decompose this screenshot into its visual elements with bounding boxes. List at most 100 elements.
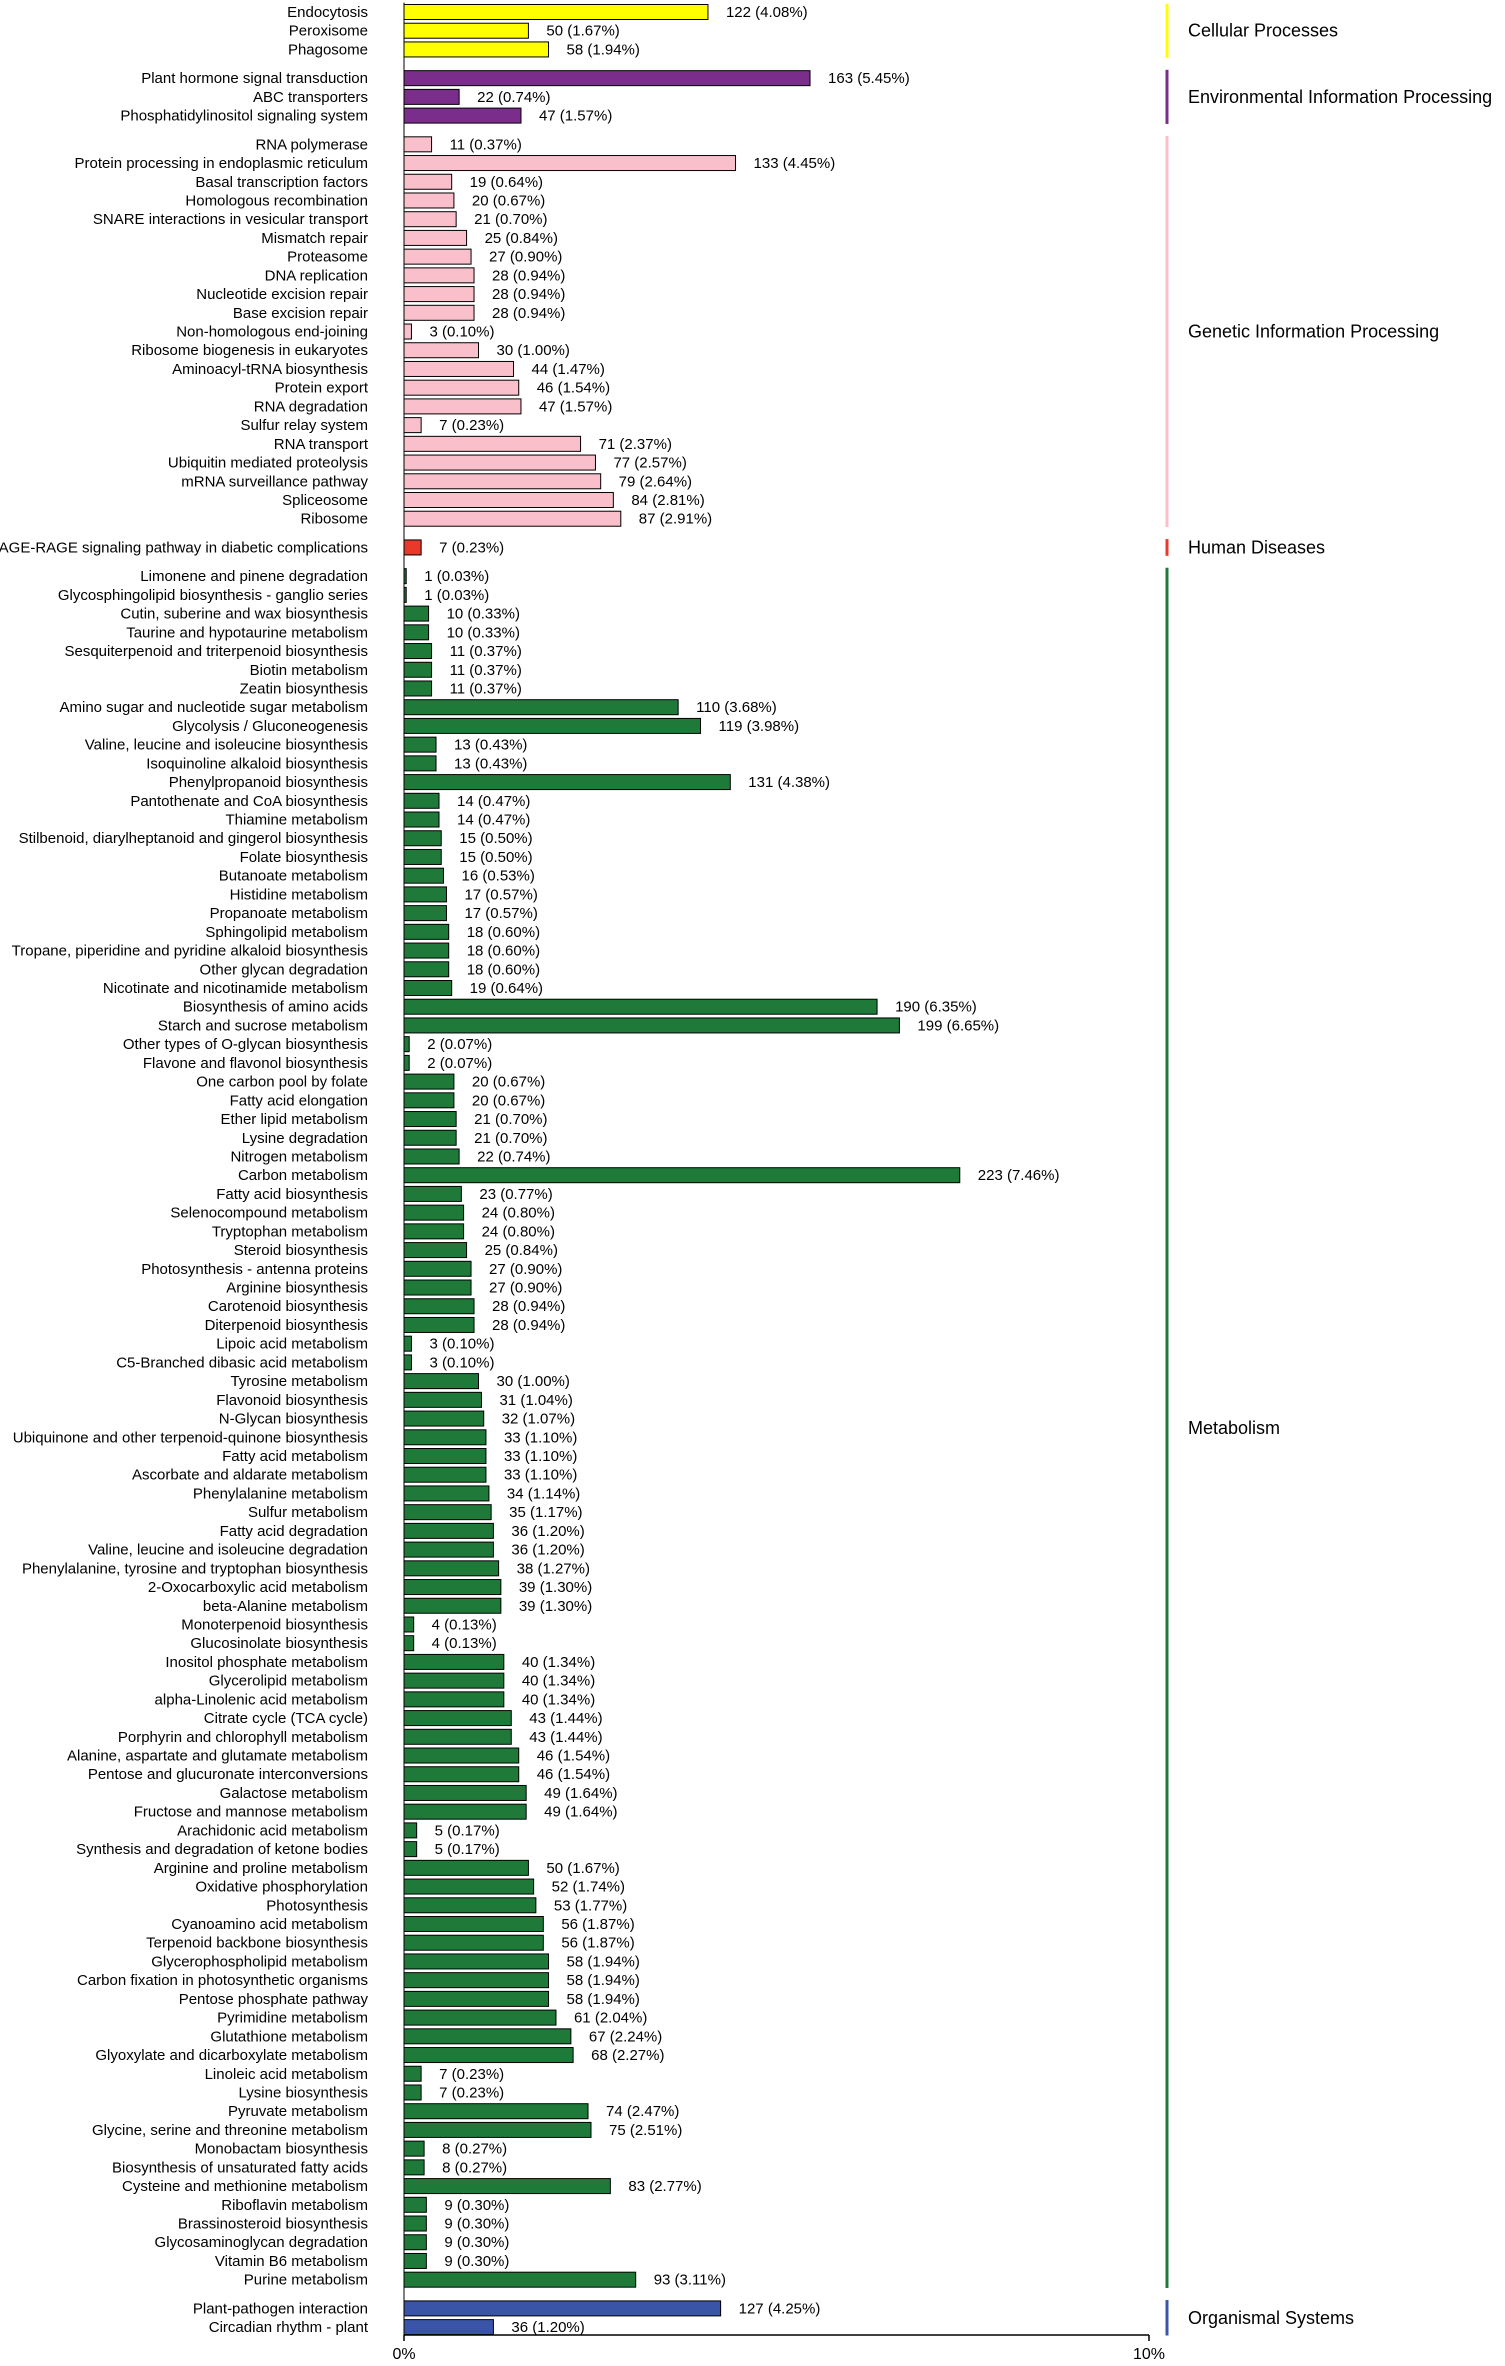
category-label: Vitamin B6 metabolism	[215, 2253, 368, 2270]
value-label: 34 (1.14%)	[507, 1485, 580, 1502]
group-organismal-systems: Plant-pathogen interaction 127 (4.25%) Cir…	[193, 2300, 1354, 2336]
bar	[403, 435, 582, 452]
value-label: 31 (1.04%)	[499, 1392, 572, 1409]
value-label: 8 (0.27%)	[442, 2159, 507, 2176]
value-label: 9 (0.30%)	[444, 2216, 509, 2233]
bar	[403, 2065, 422, 2082]
category-label: Pyruvate metabolism	[228, 2103, 368, 2120]
value-label: 50 (1.67%)	[546, 1860, 619, 1877]
category-label: Tropane, piperidine and pyridine alkaloi…	[12, 943, 368, 960]
value-label: 58 (1.94%)	[567, 1972, 640, 1989]
bar	[403, 717, 702, 734]
value-label: 77 (2.57%)	[613, 455, 686, 472]
category-label: RNA degradation	[254, 398, 368, 415]
value-label: 190 (6.35%)	[895, 999, 977, 1016]
bar	[403, 2252, 427, 2269]
value-label: 27 (0.90%)	[489, 249, 562, 266]
bar	[403, 1672, 505, 1689]
category-label: Arginine and proline metabolism	[154, 1860, 368, 1877]
bar	[403, 1766, 520, 1783]
bar	[403, 1522, 494, 1539]
category-label: Propanoate metabolism	[210, 905, 368, 922]
bar	[403, 286, 475, 303]
value-label: 44 (1.47%)	[532, 361, 605, 378]
value-label: 1 (0.03%)	[424, 568, 489, 585]
value-label: 21 (0.70%)	[474, 1111, 547, 1128]
value-label: 22 (0.74%)	[477, 89, 550, 106]
category-label: mRNA surveillance pathway	[181, 473, 368, 490]
category-label: Ubiquinone and other terpenoid-quinone b…	[13, 1429, 368, 1446]
value-label: 36 (1.20%)	[511, 1523, 584, 1540]
value-label: 17 (0.57%)	[464, 905, 537, 922]
category-label: Galactose metabolism	[220, 1785, 368, 1802]
category-label: Nucleotide excision repair	[196, 286, 368, 303]
category-label: Sulfur relay system	[240, 417, 368, 434]
category-label: Non-homologous end-joining	[176, 324, 368, 341]
value-label: 84 (2.81%)	[631, 492, 704, 509]
category-label: Mismatch repair	[261, 230, 368, 247]
value-label: 122 (4.08%)	[726, 4, 808, 21]
value-label: 2 (0.07%)	[427, 1055, 492, 1072]
category-label: Phenylpropanoid biosynthesis	[169, 774, 368, 791]
value-label: 50 (1.67%)	[546, 23, 619, 40]
category-label: Arachidonic acid metabolism	[177, 1822, 368, 1839]
value-label: 14 (0.47%)	[457, 812, 530, 829]
value-label: 10 (0.33%)	[447, 606, 520, 623]
bar	[403, 661, 433, 678]
category-label: N-Glycan biosynthesis	[219, 1411, 368, 1428]
bar	[403, 980, 453, 996]
value-label: 75 (2.51%)	[609, 2122, 682, 2139]
value-label: 27 (0.90%)	[489, 1280, 562, 1297]
group-label: Human Diseases	[1188, 537, 1325, 557]
value-label: 71 (2.37%)	[599, 436, 672, 453]
group-label: Organismal Systems	[1188, 2308, 1354, 2328]
group-genetic-information-processing: RNA polymerase 11 (0.37%) Protein processi…	[75, 135, 1439, 528]
value-label: 133 (4.45%)	[754, 155, 836, 172]
value-label: 74 (2.47%)	[606, 2103, 679, 2120]
bar	[403, 1298, 475, 1315]
bar	[403, 107, 522, 124]
category-label: Inositol phosphate metabolism	[165, 1654, 368, 1671]
value-label: 19 (0.64%)	[470, 174, 543, 191]
category-label: Biosynthesis of unsaturated fatty acids	[112, 2159, 368, 2176]
category-label: Lysine biosynthesis	[238, 2084, 368, 2101]
bar	[403, 1410, 485, 1427]
group-metabolism: Limonene and pinene degradation 1 (0.03%)…	[12, 567, 1280, 2289]
bar	[403, 605, 430, 622]
value-label: 20 (0.67%)	[472, 1092, 545, 1109]
category-label: Isoquinoline alkaloid biosynthesis	[146, 755, 368, 772]
bar	[403, 774, 731, 791]
bar	[403, 173, 453, 190]
category-label: Zeatin biosynthesis	[240, 680, 368, 697]
bar	[403, 1653, 505, 1670]
bar	[403, 398, 522, 415]
bar	[403, 1466, 487, 1483]
bar	[403, 1953, 550, 1970]
category-label: Cysteine and methionine metabolism	[122, 2178, 368, 2195]
category-label: Brassinosteroid biosynthesis	[178, 2216, 368, 2233]
bar	[403, 699, 679, 716]
value-label: 24 (0.80%)	[482, 1223, 555, 1240]
bar	[403, 1579, 502, 1596]
group-human-diseases: AGE-RAGE signaling pathway in diabetic c…	[0, 537, 1325, 557]
value-label: 24 (0.80%)	[482, 1205, 555, 1222]
value-label: 52 (1.74%)	[552, 1879, 625, 1896]
bar	[403, 41, 550, 58]
category-label: Steroid biosynthesis	[234, 1242, 368, 1259]
bar	[403, 379, 520, 396]
category-label: Tryptophan metabolism	[212, 1223, 368, 1240]
bar	[403, 1448, 487, 1464]
bar	[403, 2084, 422, 2101]
value-label: 49 (1.64%)	[544, 1785, 617, 1802]
bar	[403, 2009, 557, 2026]
value-label: 33 (1.10%)	[504, 1467, 577, 1484]
value-label: 11 (0.37%)	[450, 680, 522, 697]
value-label: 36 (1.20%)	[511, 2319, 584, 2336]
category-label: Butanoate metabolism	[219, 868, 368, 885]
bar	[403, 229, 468, 246]
value-label: 58 (1.94%)	[567, 1991, 640, 2008]
bar	[403, 1990, 550, 2007]
value-label: 43 (1.44%)	[529, 1729, 602, 1746]
bar	[403, 1092, 455, 1109]
category-label: Synthesis and degradation of ketone bodi…	[76, 1841, 368, 1858]
